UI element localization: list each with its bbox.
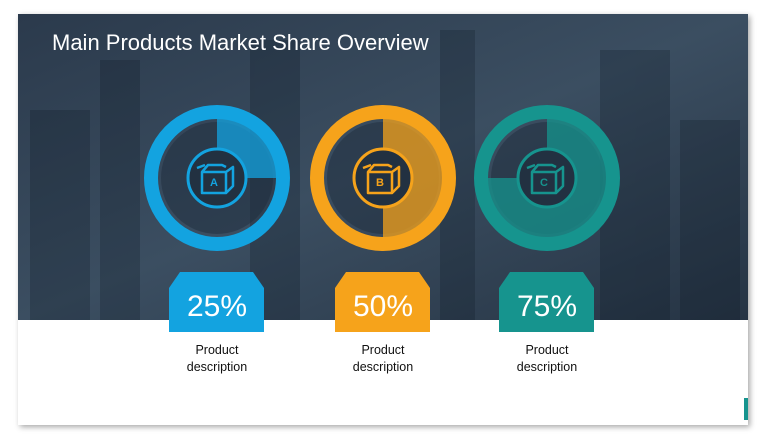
buildings bbox=[30, 30, 740, 320]
donut-ring bbox=[144, 105, 290, 251]
value-label: 25% bbox=[187, 290, 247, 323]
box-icon bbox=[526, 163, 565, 195]
value-badge bbox=[335, 272, 430, 332]
product-description: Product description bbox=[516, 343, 578, 374]
product-description: Product description bbox=[352, 343, 414, 374]
product-letter: C bbox=[540, 177, 548, 189]
donut-ring bbox=[310, 105, 456, 251]
value-badge bbox=[499, 272, 594, 332]
slide-title: Main Products Market Share Overview bbox=[52, 30, 429, 55]
corner-accent bbox=[744, 398, 748, 420]
box-icon bbox=[196, 163, 235, 195]
value-label: 75% bbox=[517, 290, 577, 323]
product-letter: A bbox=[210, 177, 218, 189]
donut-ring bbox=[474, 105, 620, 251]
box-icon bbox=[362, 163, 401, 195]
product-description: Product description bbox=[186, 343, 248, 374]
product-letter: B bbox=[376, 177, 384, 189]
value-label: 50% bbox=[353, 290, 413, 323]
value-badge bbox=[169, 272, 264, 332]
